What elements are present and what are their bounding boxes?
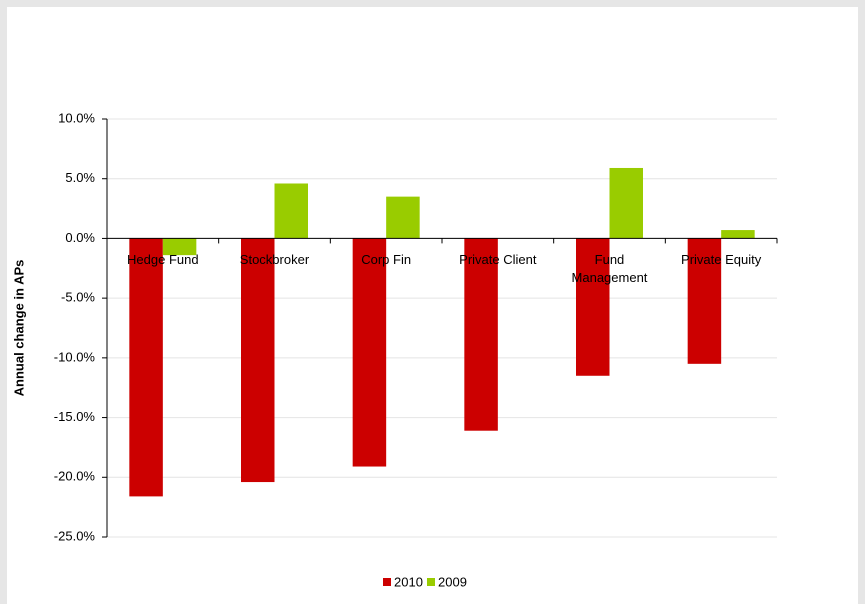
y-tick-label: -10.0%	[54, 349, 96, 364]
bar	[609, 167, 643, 239]
y-axis-title: Annual change in APs	[11, 260, 26, 397]
x-tick-label: Hedge Fund	[127, 252, 199, 268]
bar	[464, 238, 498, 431]
x-tick-label: Private Equity	[681, 252, 762, 268]
x-tick-label: Private Client	[459, 252, 537, 268]
y-tick-label: -25.0%	[54, 528, 96, 543]
bar	[386, 196, 420, 239]
x-tick-label: Fund Management	[571, 252, 648, 286]
bar	[129, 238, 163, 497]
x-tick-label: Corp Fin	[361, 252, 412, 268]
bar	[274, 183, 308, 239]
bar	[162, 238, 197, 256]
legend-label: 2010	[394, 574, 423, 589]
bar	[721, 230, 755, 239]
y-tick-label: -20.0%	[54, 469, 96, 484]
bar	[687, 238, 722, 364]
legend-swatch	[383, 578, 391, 586]
bar	[352, 238, 387, 467]
bar	[576, 238, 610, 376]
y-tick-label: -15.0%	[54, 409, 96, 424]
bar	[241, 238, 275, 483]
y-tick-label: 10.0%	[58, 110, 95, 125]
legend-label: 2009	[438, 574, 467, 589]
y-tick-label: 0.0%	[65, 230, 95, 245]
legend-swatch	[427, 578, 435, 586]
y-tick-label: -5.0%	[61, 290, 95, 305]
x-tick-label: Stockbroker	[239, 252, 310, 268]
y-tick-label: 5.0%	[65, 170, 95, 185]
